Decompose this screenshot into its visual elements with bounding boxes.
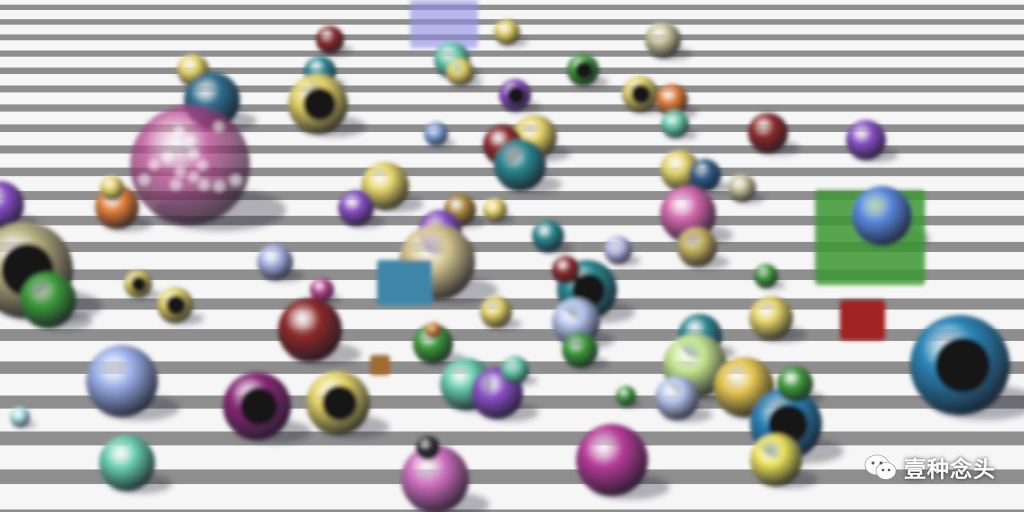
- floor-stripe-shadow: [0, 50, 1024, 57]
- sphere: [494, 19, 520, 45]
- sphere: [278, 298, 342, 362]
- sphere: [728, 174, 756, 202]
- mesh-hole: [230, 174, 242, 186]
- sphere: [576, 424, 648, 496]
- sphere: [754, 264, 778, 288]
- mesh-hole: [213, 180, 225, 192]
- sphere: [20, 272, 76, 328]
- sphere: [655, 376, 699, 420]
- sphere: [86, 345, 158, 417]
- floor-stripe-light: [0, 0, 1024, 5]
- mesh-hole: [173, 125, 185, 137]
- sphere: [446, 58, 474, 86]
- sphere: [0, 181, 24, 229]
- sphere: [99, 435, 155, 491]
- sphere: [425, 322, 441, 338]
- sphere: [656, 84, 688, 116]
- mesh-sphere: [130, 105, 250, 225]
- sphere: [777, 366, 813, 402]
- sphere: [10, 407, 30, 427]
- mesh-hole: [196, 159, 208, 171]
- floor-stripe-light: [0, 445, 1024, 470]
- sphere: [677, 227, 717, 267]
- sphere: [310, 278, 334, 302]
- mesh-hole: [170, 179, 182, 190]
- sphere: [100, 176, 124, 200]
- floor-stripe-shadow: [0, 4, 1024, 10]
- floor-stripe-light: [0, 225, 1024, 242]
- cube: [377, 260, 432, 305]
- sphere: [483, 198, 507, 222]
- floor-stripe-light: [0, 10, 1024, 20]
- watermark-text: 壹种念头: [903, 458, 996, 483]
- floor-stripe-light: [0, 56, 1024, 68]
- mesh-hole: [213, 121, 224, 132]
- translucent-panel: [410, 0, 478, 48]
- floor-stripe-shadow: [0, 509, 1024, 512]
- wechat-icon: [864, 453, 898, 483]
- mesh-hole: [188, 171, 199, 182]
- sphere: [604, 236, 632, 264]
- sphere: [401, 445, 469, 512]
- mesh-hole: [138, 174, 150, 185]
- sphere-hollow-interior: [935, 337, 990, 393]
- mesh-hole: [188, 148, 200, 160]
- sphere: [501, 356, 529, 384]
- sphere: [748, 113, 788, 153]
- floor-stripe-shadow: [0, 67, 1024, 75]
- sphere: [532, 220, 564, 252]
- sphere-hollow-interior: [131, 276, 147, 292]
- sphere: [846, 120, 886, 160]
- mesh-hole: [184, 135, 196, 147]
- sphere-hollow-interior: [507, 86, 525, 104]
- sphere: [661, 110, 689, 138]
- sphere: [480, 296, 512, 328]
- sphere: [689, 159, 721, 191]
- small-cube: [370, 355, 390, 375]
- floor-stripe-shadow: [0, 269, 1024, 281]
- sphere: [416, 436, 440, 460]
- sphere: [316, 26, 344, 54]
- sphere-hollow-interior: [322, 385, 358, 421]
- sphere: [361, 162, 409, 210]
- sphere-hollow-interior: [631, 84, 651, 104]
- mesh-hole: [148, 159, 160, 171]
- sphere-hollow-interior: [575, 61, 593, 79]
- sphere: [750, 434, 802, 486]
- sphere-hollow-interior: [166, 295, 186, 315]
- sphere: [552, 256, 580, 284]
- floor-stripe-light: [0, 340, 1024, 362]
- sphere: [424, 122, 448, 146]
- sphere: [338, 190, 374, 226]
- sphere: [852, 186, 912, 246]
- sphere-hollow-interior: [240, 387, 278, 425]
- sphere: [616, 386, 636, 406]
- floor-stripe-shadow: [0, 431, 1024, 446]
- floor-stripe-shadow: [0, 241, 1024, 253]
- floor-stripe-shadow: [0, 298, 1024, 310]
- mesh-hole: [161, 151, 173, 163]
- floor-stripe-shadow: [0, 191, 1024, 201]
- watermark: 壹种念头: [864, 452, 996, 484]
- sphere: [413, 324, 453, 364]
- sphere: [494, 139, 546, 191]
- sphere: [257, 244, 293, 280]
- sphere-hollow-interior: [303, 87, 336, 121]
- mesh-hole: [174, 166, 186, 178]
- floor-stripe-light: [0, 484, 1024, 510]
- sphere: [562, 332, 598, 368]
- cube: [840, 300, 885, 340]
- mesh-hole: [198, 179, 210, 190]
- sphere-hollow-interior: [572, 273, 605, 307]
- sphere: [749, 296, 793, 340]
- sphere-hollow-interior: [768, 404, 808, 444]
- sphere: [645, 22, 681, 58]
- floor-stripe-shadow: [0, 329, 1024, 341]
